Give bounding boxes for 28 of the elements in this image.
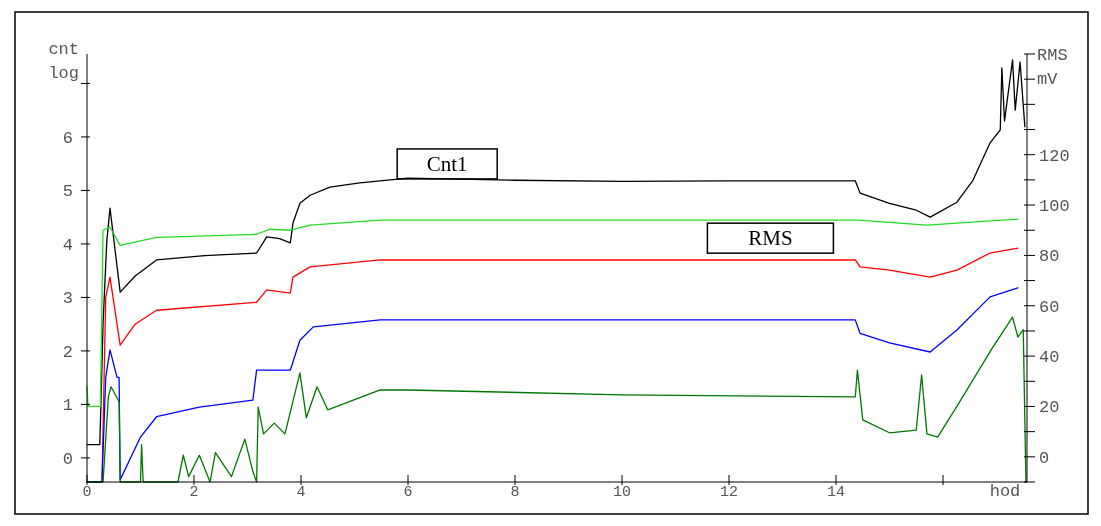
x-tick-label: 14 <box>827 484 846 501</box>
y2-tick-label: 120 <box>1039 146 1070 166</box>
x-tick-label: 4 <box>296 484 306 501</box>
y2-tick-label: 80 <box>1039 247 1060 267</box>
x-tick-label: 0 <box>82 484 92 501</box>
y-axis-title: cnt log <box>48 40 79 83</box>
x-tick-label: 8 <box>510 484 520 501</box>
y-tick-label: 6 <box>62 128 73 148</box>
y-tick-label: 2 <box>62 342 73 362</box>
y-tick-label: 4 <box>62 235 73 255</box>
x-tick-label: 6 <box>403 484 413 501</box>
y2-tick-label: 20 <box>1039 398 1060 418</box>
y2-axis-title: RMS mV <box>1037 46 1068 89</box>
y-tick-label: 0 <box>62 449 73 469</box>
x-tick-label: 12 <box>720 484 739 501</box>
y2-tick-label: 100 <box>1039 197 1070 217</box>
x-tick-label: 10 <box>613 484 632 501</box>
y2-tick-label: 0 <box>1039 448 1050 468</box>
x-tick-label: 2 <box>189 484 199 501</box>
y2-tick-label: 60 <box>1039 297 1060 317</box>
x-axis-title: hod <box>989 482 1021 501</box>
line-series <box>86 218 1019 408</box>
series-label: RMS <box>748 226 793 251</box>
y-tick-label: 1 <box>62 396 73 416</box>
series-label: Cnt1 <box>426 151 468 176</box>
y-tick-label: 3 <box>62 289 73 309</box>
y2-tick-label: 40 <box>1039 348 1060 368</box>
y-tick-label: 5 <box>62 182 73 202</box>
